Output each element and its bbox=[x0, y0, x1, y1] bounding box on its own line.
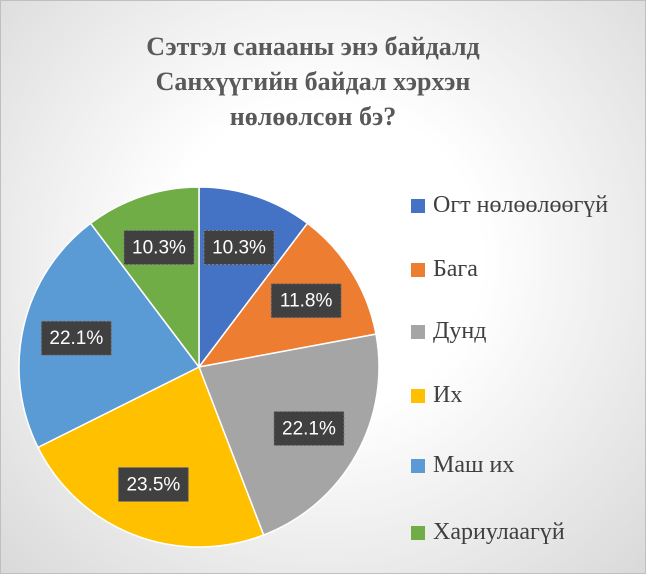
data-label-box bbox=[123, 230, 195, 266]
data-label-box bbox=[40, 320, 112, 356]
data-label: 11.8% bbox=[280, 291, 333, 312]
legend-swatch bbox=[411, 199, 425, 213]
data-label: 23.5% bbox=[126, 474, 180, 495]
legend-label: Дунд bbox=[433, 318, 487, 344]
data-label-box bbox=[270, 283, 342, 319]
legend-swatch bbox=[411, 389, 425, 403]
data-label-box bbox=[117, 466, 189, 502]
legend-label: Их bbox=[433, 382, 463, 408]
legend-swatch bbox=[411, 526, 425, 540]
legend-item: Их bbox=[411, 381, 633, 409]
legend-swatch bbox=[411, 263, 425, 277]
legend-label: Маш их bbox=[433, 452, 515, 478]
data-label: 10.3% bbox=[212, 238, 266, 259]
chart-title: Сэтгэл санааны энэ байдалд Санхүүгийн ба… bbox=[146, 32, 480, 131]
legend-item: Маш их bbox=[411, 451, 633, 479]
legend-swatch bbox=[411, 325, 425, 339]
legend-item: Огт нөлөөлөөгүй bbox=[411, 191, 633, 219]
data-label: 22.1% bbox=[282, 419, 336, 440]
legend-label: Хариулаагүй bbox=[433, 519, 565, 545]
data-label: 22.1% bbox=[49, 328, 103, 349]
pie-slice bbox=[36, 365, 265, 548]
data-label-box bbox=[203, 230, 275, 266]
legend-item: Хариулаагүй bbox=[411, 518, 633, 546]
legend-item: Дунд bbox=[411, 317, 633, 345]
legend-swatch bbox=[411, 459, 425, 473]
data-label-box bbox=[273, 411, 345, 447]
legend-label: Бага bbox=[433, 256, 478, 282]
legend-label: Огт нөлөөлөөгүй bbox=[433, 192, 609, 218]
data-label: 10.3% bbox=[132, 238, 186, 259]
legend-item: Бага bbox=[411, 255, 633, 283]
